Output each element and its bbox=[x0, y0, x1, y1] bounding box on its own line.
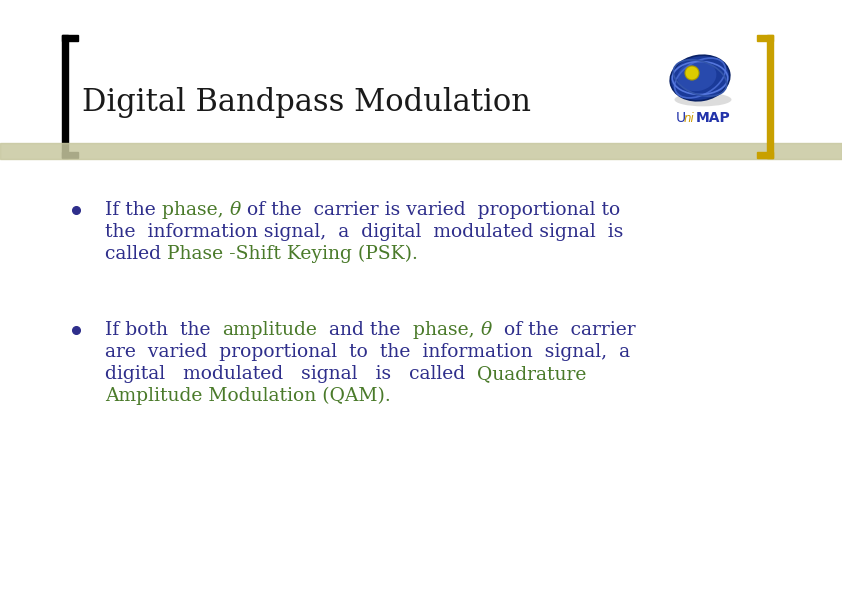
Text: the  information signal,  a  digital  modulated signal  is: the information signal, a digital modula… bbox=[105, 223, 623, 241]
Ellipse shape bbox=[674, 93, 732, 107]
Text: U: U bbox=[676, 111, 686, 125]
Bar bbox=[757, 152, 773, 158]
Text: If the: If the bbox=[105, 201, 162, 219]
Text: are  varied  proportional  to  the  information  signal,  a: are varied proportional to the informati… bbox=[105, 343, 630, 361]
Text: called: called bbox=[105, 245, 167, 263]
Text: of the  carrier: of the carrier bbox=[492, 321, 635, 339]
Ellipse shape bbox=[678, 61, 717, 91]
Text: digital   modulated   signal   is   called: digital modulated signal is called bbox=[105, 365, 477, 383]
Text: Quadrature: Quadrature bbox=[477, 365, 587, 383]
Bar bbox=[767, 35, 773, 158]
Text: Phase -Shift Keying (PSK).: Phase -Shift Keying (PSK). bbox=[167, 245, 418, 263]
Text: ni: ni bbox=[684, 112, 695, 126]
Text: Digital Bandpass Modulation: Digital Bandpass Modulation bbox=[82, 86, 531, 117]
Text: If both  the: If both the bbox=[105, 321, 222, 339]
Text: and the: and the bbox=[317, 321, 413, 339]
Text: θ: θ bbox=[229, 201, 241, 219]
Bar bbox=[62, 152, 78, 158]
Text: of the  carrier is varied  proportional to: of the carrier is varied proportional to bbox=[241, 201, 620, 219]
Text: amplitude: amplitude bbox=[222, 321, 317, 339]
Bar bbox=[62, 35, 68, 158]
Bar bbox=[757, 35, 773, 41]
Text: MAP: MAP bbox=[696, 111, 731, 125]
Circle shape bbox=[685, 66, 699, 80]
Text: Amplitude Modulation (QAM).: Amplitude Modulation (QAM). bbox=[105, 387, 391, 405]
Bar bbox=[0, 143, 842, 159]
Ellipse shape bbox=[670, 55, 730, 101]
Text: θ: θ bbox=[481, 321, 492, 339]
Text: phase,: phase, bbox=[162, 201, 229, 219]
Text: phase,: phase, bbox=[413, 321, 481, 339]
Bar bbox=[62, 35, 78, 41]
